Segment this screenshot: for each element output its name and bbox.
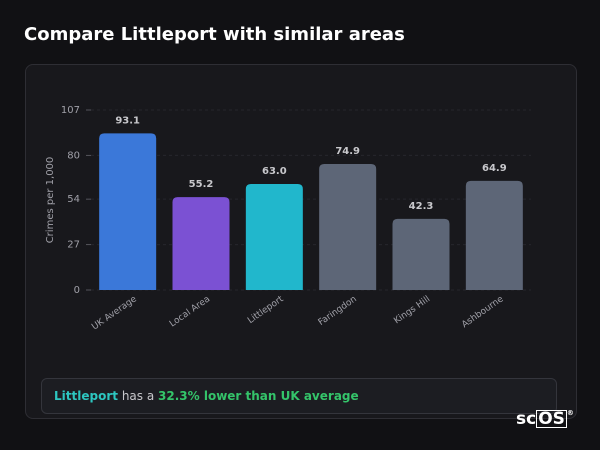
x-tick-label: Faringdon xyxy=(317,294,359,328)
summary: Littleport has a 32.3% lower than UK ave… xyxy=(41,378,557,414)
y-tick-label: 107 xyxy=(61,105,80,116)
y-tick-label: 80 xyxy=(67,150,80,161)
x-tick-label: Ashbourne xyxy=(460,294,506,330)
y-axis-label: Crimes per 1,000 xyxy=(45,157,56,244)
x-tick-label: Kings Hill xyxy=(392,294,432,326)
logo: sc OS ® xyxy=(516,409,574,429)
bar xyxy=(465,180,523,290)
summary-area: Littleport xyxy=(54,389,118,403)
value-label: 64.9 xyxy=(482,163,507,174)
value-label: 63.0 xyxy=(262,166,287,177)
bar xyxy=(319,164,377,290)
summary-highlight: 32.3% lower than UK average xyxy=(158,389,359,403)
bar xyxy=(172,197,230,290)
y-tick-label: 54 xyxy=(67,194,80,205)
x-tick-label: Local Area xyxy=(168,294,212,329)
bar xyxy=(245,184,303,290)
y-tick-label: 0 xyxy=(74,285,80,296)
value-label: 42.3 xyxy=(409,201,434,212)
value-label: 74.9 xyxy=(335,146,360,157)
logo-mark: ® xyxy=(566,409,574,417)
x-tick-label: UK Average xyxy=(90,294,139,332)
value-label: 55.2 xyxy=(189,179,214,190)
bar xyxy=(99,133,157,290)
page-title: Compare Littleport with similar areas xyxy=(24,24,405,45)
y-tick-label: 27 xyxy=(67,240,80,251)
summary-text: has a xyxy=(121,389,155,403)
logo-main: sc xyxy=(516,409,537,429)
x-tick-label: Littleport xyxy=(246,294,286,326)
logo-box: OS xyxy=(536,409,567,429)
value-label: 93.1 xyxy=(115,115,140,126)
bar xyxy=(392,218,450,290)
